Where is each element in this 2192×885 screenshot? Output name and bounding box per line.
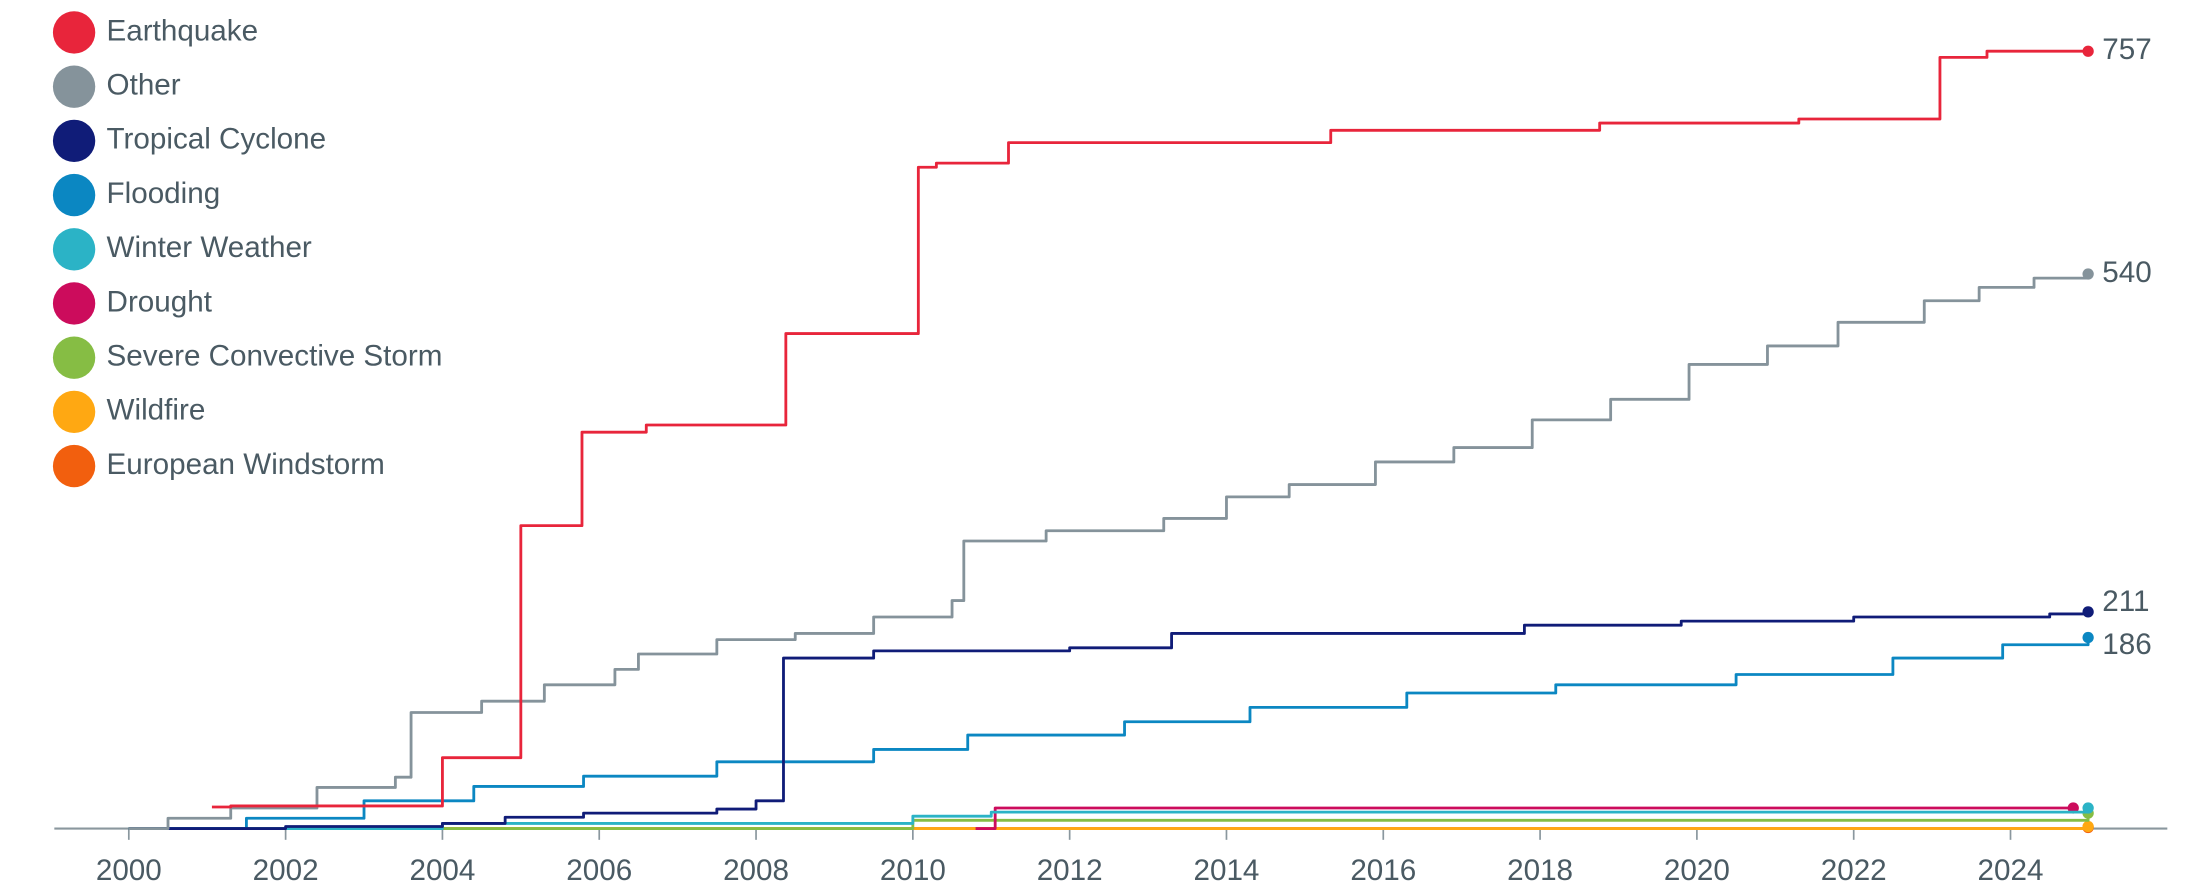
legend-label: Flooding — [107, 177, 221, 210]
end-label: 540 — [2102, 256, 2151, 289]
legend-swatch — [52, 65, 96, 108]
x-tick-label: 2010 — [880, 854, 946, 885]
legend-label: Tropical Cyclone — [107, 123, 327, 156]
x-tick-label: 2006 — [566, 854, 632, 885]
x-tick-label: 2012 — [1037, 854, 1103, 885]
end-dot — [2082, 606, 2094, 618]
legend-label: Winter Weather — [107, 231, 312, 264]
legend-swatch — [52, 282, 96, 325]
x-tick-label: 2016 — [1350, 854, 1416, 885]
x-tick-label: 2018 — [1507, 854, 1573, 885]
end-label: 186 — [2102, 628, 2151, 661]
end-dot — [2082, 802, 2094, 814]
end-label: 211 — [2102, 585, 2149, 618]
x-tick-label: 2014 — [1194, 854, 1260, 885]
series-line — [211, 49, 2089, 809]
legend-label: Other — [107, 68, 181, 101]
series-line — [128, 637, 2090, 830]
end-dot — [2082, 631, 2094, 644]
end-dot — [2082, 820, 2094, 833]
legend-label: European Windstorm — [107, 448, 385, 481]
series-line — [128, 274, 2090, 830]
x-tick-label: 2000 — [96, 854, 162, 885]
legend-swatch — [52, 336, 96, 379]
x-tick-label: 2020 — [1664, 854, 1730, 885]
legend-swatch — [52, 119, 96, 163]
legend-label: Severe Convective Storm — [107, 339, 443, 372]
legend-swatch — [52, 228, 96, 271]
legend-label: Wildfire — [107, 394, 206, 427]
end-dot — [2082, 45, 2094, 57]
end-dot — [2082, 268, 2094, 280]
series-line — [975, 806, 2074, 830]
legend-label: Drought — [107, 285, 213, 318]
legend-swatch — [52, 390, 96, 434]
legend-swatch — [52, 444, 96, 488]
series-line — [128, 611, 2090, 830]
legend-swatch — [52, 173, 96, 217]
x-tick-label: 2004 — [409, 854, 475, 885]
legend-swatch — [52, 11, 96, 54]
end-label: 757 — [2102, 33, 2151, 66]
legend-label: Earthquake — [107, 14, 259, 47]
x-tick-label: 2002 — [253, 854, 319, 885]
x-tick-label: 2022 — [1821, 854, 1887, 885]
x-tick-label: 2008 — [723, 854, 789, 885]
x-tick-label: 2024 — [1978, 854, 2044, 885]
